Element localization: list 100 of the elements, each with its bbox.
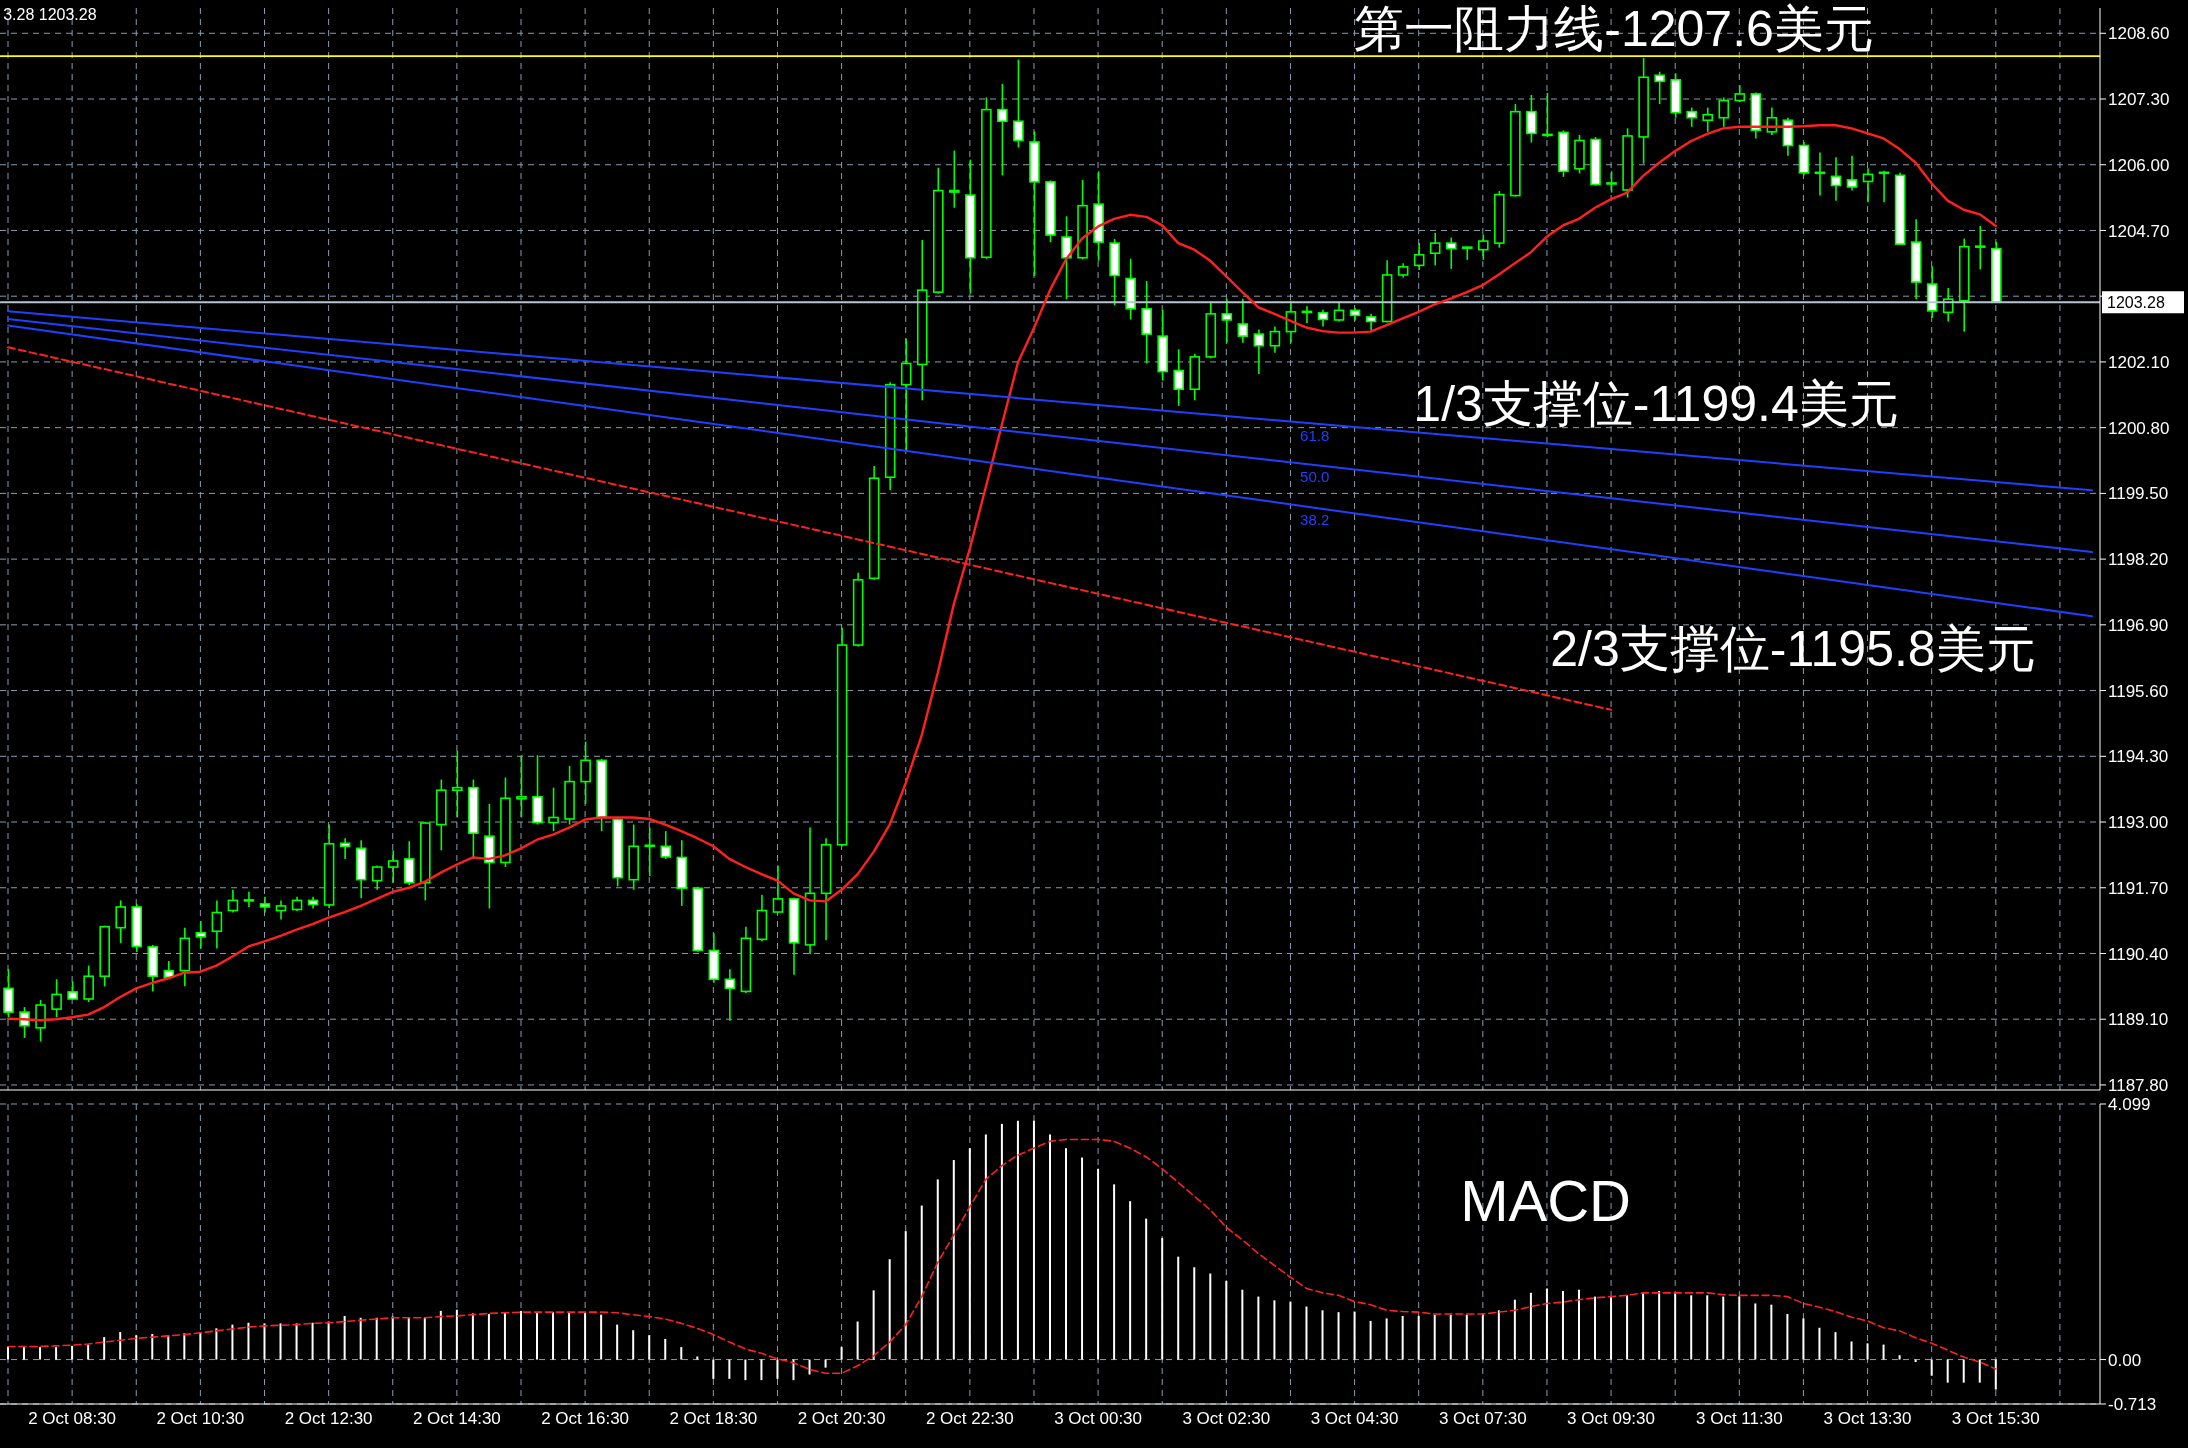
- bar: [1321, 1310, 1324, 1360]
- bar: [439, 1310, 442, 1360]
- candlestick: [1686, 106, 1698, 128]
- y-tick-label: 1207.30: [2108, 90, 2170, 110]
- annotation: 3.28 1203.28: [3, 5, 97, 23]
- bar: [1161, 1237, 1164, 1360]
- candlestick: [51, 978, 62, 1018]
- bar: [423, 1317, 426, 1360]
- bar: [1690, 1295, 1693, 1360]
- bar: [888, 1259, 891, 1360]
- bar: [1529, 1292, 1532, 1360]
- candlestick: [1061, 215, 1072, 301]
- y-tick-label: 1206.00: [2108, 155, 2170, 175]
- y-tick-label: 1189.10: [2108, 1010, 2169, 1030]
- bar: [1385, 1318, 1388, 1360]
- bar: [1802, 1318, 1805, 1360]
- x-tick-label: 2 Oct 08:30: [28, 1409, 117, 1429]
- x-tick-label: 3 Oct 04:30: [1310, 1409, 1399, 1429]
- annotation: 第一阻力线-1207.6美元: [1354, 0, 1874, 57]
- candlestick: [516, 754, 527, 819]
- series-label: 38.2: [1300, 510, 1330, 528]
- candlestick: [371, 864, 383, 891]
- y-tick-label: -0.713: [2108, 1395, 2157, 1415]
- bar: [343, 1315, 346, 1360]
- candlestick: [1862, 167, 1874, 203]
- ref-line-label: 1203.28: [2107, 294, 2165, 312]
- bar: [1818, 1327, 1821, 1360]
- bar: [1962, 1359, 1965, 1383]
- bar: [87, 1344, 90, 1360]
- x-tick-label: 2 Oct 18:30: [669, 1409, 758, 1429]
- candlestick: [1413, 242, 1425, 271]
- bar: [215, 1328, 218, 1360]
- bar: [1449, 1314, 1452, 1360]
- bar: [1497, 1310, 1500, 1360]
- bar: [519, 1310, 522, 1360]
- candlestick: [1654, 70, 1665, 105]
- bar: [71, 1345, 74, 1360]
- bar: [1369, 1320, 1372, 1360]
- bar: [1257, 1296, 1260, 1360]
- bar: [1209, 1273, 1212, 1360]
- bar: [856, 1321, 859, 1360]
- bar: [536, 1312, 539, 1360]
- bar: [1946, 1359, 1949, 1383]
- y-tick-label: 0.00: [2108, 1350, 2142, 1370]
- candlestick: [195, 920, 207, 950]
- candlestick: [900, 337, 912, 452]
- bar: [247, 1322, 250, 1360]
- candlestick: [997, 83, 1008, 177]
- bar: [7, 1347, 9, 1360]
- bar: [840, 1347, 843, 1360]
- y-tick-label: 1191.70: [2108, 878, 2169, 898]
- line-series: [7, 1138, 1997, 1375]
- x-tick-label: 2 Oct 16:30: [541, 1409, 630, 1429]
- bar: [231, 1324, 234, 1360]
- bar: [1193, 1267, 1196, 1360]
- bar: [936, 1179, 939, 1360]
- x-tick-label: 3 Oct 02:30: [1182, 1409, 1271, 1429]
- bar: [568, 1312, 571, 1360]
- candlestick: [403, 840, 415, 887]
- bar: [1978, 1359, 1981, 1383]
- bar: [664, 1338, 667, 1360]
- bar: [1065, 1148, 1068, 1360]
- x-tick-label: 3 Oct 07:30: [1438, 1409, 1527, 1429]
- bar: [1113, 1184, 1116, 1360]
- candlestick: [387, 849, 399, 884]
- bar: [263, 1323, 266, 1360]
- bar: [1882, 1344, 1885, 1360]
- candlestick: [275, 899, 287, 921]
- bar: [1626, 1295, 1629, 1360]
- bar: [1770, 1304, 1773, 1360]
- bar: [1016, 1120, 1019, 1360]
- y-tick-label: 1195.60: [2108, 681, 2169, 701]
- bar: [1417, 1315, 1420, 1360]
- bar: [1674, 1292, 1677, 1360]
- bar: [407, 1317, 410, 1360]
- bar: [1738, 1296, 1741, 1360]
- y-tick-label: 1198.20: [2108, 550, 2169, 570]
- candlestick: [339, 837, 351, 860]
- bar: [1097, 1168, 1100, 1360]
- x-tick-label: 2 Oct 20:30: [797, 1409, 886, 1429]
- candlestick: [548, 786, 559, 832]
- candlestick: [1606, 170, 1617, 194]
- x-tick-label: 3 Oct 15:30: [1951, 1409, 2040, 1429]
- bar: [792, 1359, 795, 1381]
- candlestick: [1846, 154, 1858, 192]
- bar: [584, 1312, 587, 1360]
- candlestick: [211, 899, 223, 950]
- bar: [135, 1335, 138, 1360]
- candlestick: [1173, 348, 1185, 407]
- bar: [375, 1317, 378, 1360]
- bar: [1032, 1120, 1035, 1360]
- bar: [1706, 1295, 1709, 1360]
- bar: [1145, 1218, 1148, 1360]
- candlestick: [1718, 96, 1730, 128]
- bar: [680, 1347, 683, 1360]
- bar: [744, 1359, 747, 1381]
- bar: [728, 1359, 731, 1379]
- x-tick-label: 3 Oct 13:30: [1823, 1409, 1912, 1429]
- bar: [295, 1323, 298, 1360]
- bar: [1834, 1332, 1837, 1360]
